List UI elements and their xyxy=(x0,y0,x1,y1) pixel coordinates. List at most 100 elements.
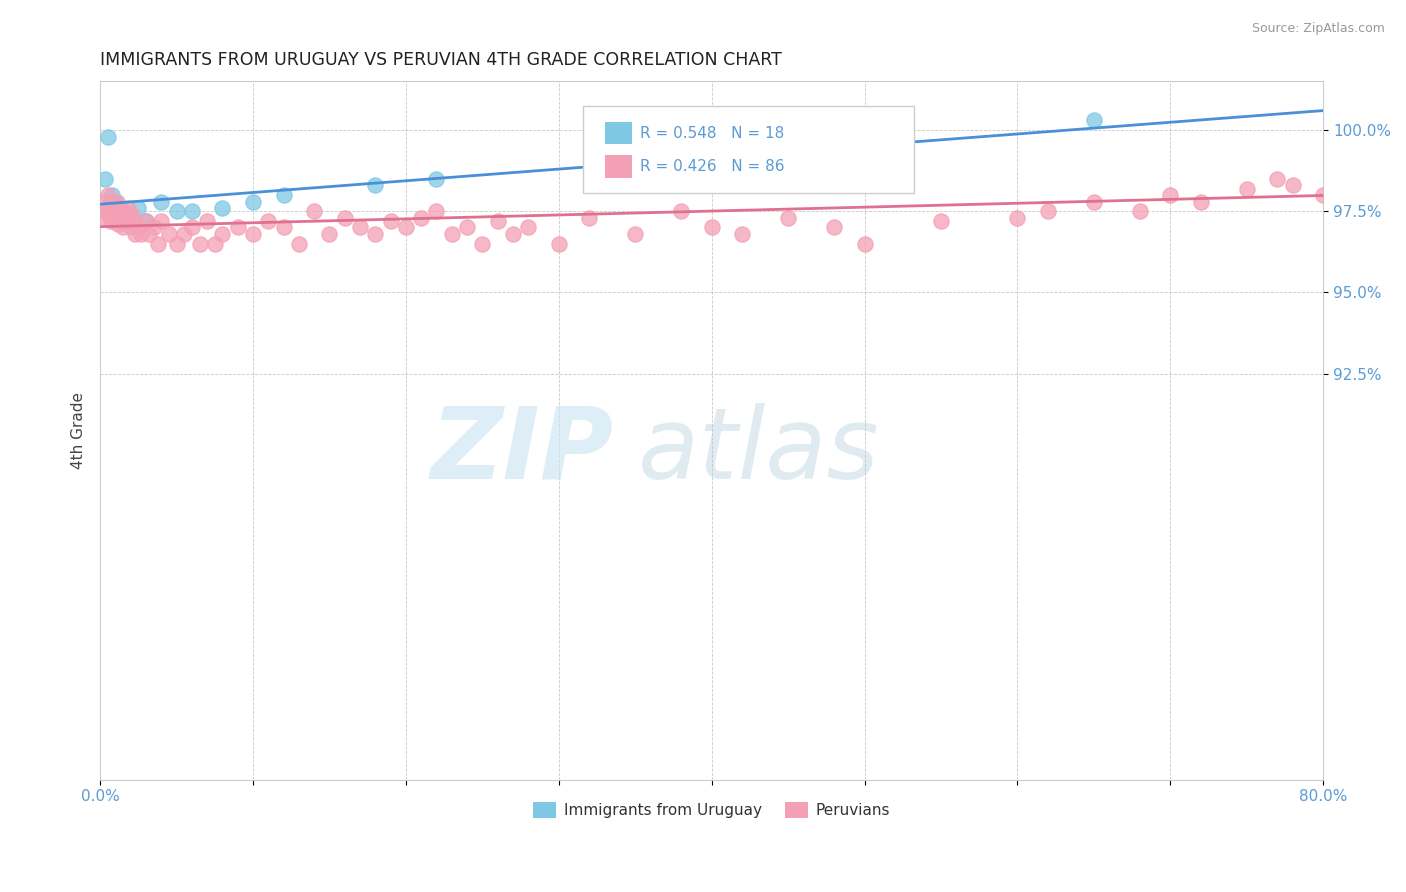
Point xyxy=(778,211,800,225)
Point xyxy=(1312,188,1334,202)
Point xyxy=(502,227,524,241)
Point xyxy=(117,201,139,215)
Point xyxy=(180,220,202,235)
Point xyxy=(211,201,233,215)
Point xyxy=(1358,162,1381,177)
Point xyxy=(242,194,264,209)
Point xyxy=(180,204,202,219)
Point xyxy=(97,129,120,144)
Text: ZIP: ZIP xyxy=(430,403,614,500)
Point xyxy=(173,227,195,241)
Point xyxy=(131,227,153,241)
Text: R = 0.548   N = 18: R = 0.548 N = 18 xyxy=(640,126,783,141)
Legend: Immigrants from Uruguay, Peruvians: Immigrants from Uruguay, Peruvians xyxy=(527,797,896,824)
Point xyxy=(188,236,211,251)
Text: R = 0.426   N = 86: R = 0.426 N = 86 xyxy=(640,159,785,174)
Point xyxy=(101,188,124,202)
Point xyxy=(456,220,478,235)
Point xyxy=(1007,211,1029,225)
Point xyxy=(138,227,160,241)
Point xyxy=(104,194,127,209)
Point xyxy=(100,214,122,228)
Point xyxy=(242,227,264,241)
Point xyxy=(929,214,952,228)
Point xyxy=(1267,171,1289,186)
Point xyxy=(115,214,138,228)
Point xyxy=(91,194,114,209)
Point xyxy=(823,220,845,235)
Point xyxy=(1036,204,1059,219)
Point xyxy=(104,201,127,215)
Point xyxy=(333,211,356,225)
Point xyxy=(121,207,143,221)
Point xyxy=(578,211,600,225)
Point xyxy=(288,236,311,251)
Point xyxy=(150,194,173,209)
Point xyxy=(112,204,135,219)
Point xyxy=(211,227,233,241)
Point xyxy=(1327,181,1350,195)
Point xyxy=(124,227,146,241)
Point xyxy=(1389,155,1406,169)
Point xyxy=(547,236,569,251)
Point xyxy=(318,227,340,241)
Point xyxy=(411,211,433,225)
Point xyxy=(114,207,136,221)
Point xyxy=(669,204,692,219)
Point xyxy=(108,201,131,215)
Point xyxy=(148,236,170,251)
Point xyxy=(100,194,122,209)
Point xyxy=(624,227,647,241)
Point xyxy=(110,211,132,225)
Point xyxy=(440,227,463,241)
Point xyxy=(226,220,249,235)
Point xyxy=(517,220,540,235)
Point xyxy=(101,204,124,219)
Point xyxy=(105,194,128,209)
Y-axis label: 4th Grade: 4th Grade xyxy=(72,392,86,469)
FancyBboxPatch shape xyxy=(583,106,914,193)
Text: atlas: atlas xyxy=(638,403,880,500)
Point xyxy=(120,211,142,225)
Point xyxy=(135,214,157,228)
Point xyxy=(349,220,371,235)
Point xyxy=(731,227,754,241)
Point xyxy=(97,201,120,215)
Point xyxy=(120,220,142,235)
Point xyxy=(1129,204,1152,219)
Point xyxy=(150,214,173,228)
Point xyxy=(380,214,402,228)
Point xyxy=(93,204,115,219)
Point xyxy=(135,214,157,228)
Point xyxy=(1159,188,1181,202)
Point xyxy=(624,155,647,169)
Bar xyxy=(606,122,633,145)
Point xyxy=(486,214,509,228)
Point xyxy=(96,211,118,225)
Point xyxy=(122,214,145,228)
Point xyxy=(364,178,387,193)
Point xyxy=(257,214,280,228)
Point xyxy=(425,171,447,186)
Point xyxy=(195,214,218,228)
Point xyxy=(112,204,135,219)
Text: Source: ZipAtlas.com: Source: ZipAtlas.com xyxy=(1251,22,1385,36)
Point xyxy=(273,220,295,235)
Point xyxy=(1083,113,1105,128)
Point xyxy=(103,198,125,212)
Point xyxy=(97,188,120,202)
Point xyxy=(364,227,387,241)
Point xyxy=(1343,171,1365,186)
Point xyxy=(98,207,121,221)
Point xyxy=(166,204,188,219)
Point xyxy=(204,236,226,251)
Point xyxy=(107,217,129,231)
Point xyxy=(166,236,188,251)
Point xyxy=(273,188,295,202)
Text: IMMIGRANTS FROM URUGUAY VS PERUVIAN 4TH GRADE CORRELATION CHART: IMMIGRANTS FROM URUGUAY VS PERUVIAN 4TH … xyxy=(100,51,782,69)
Point xyxy=(142,220,165,235)
Point xyxy=(471,236,494,251)
Point xyxy=(1281,178,1303,193)
Bar xyxy=(606,155,633,178)
Point xyxy=(1189,194,1212,209)
